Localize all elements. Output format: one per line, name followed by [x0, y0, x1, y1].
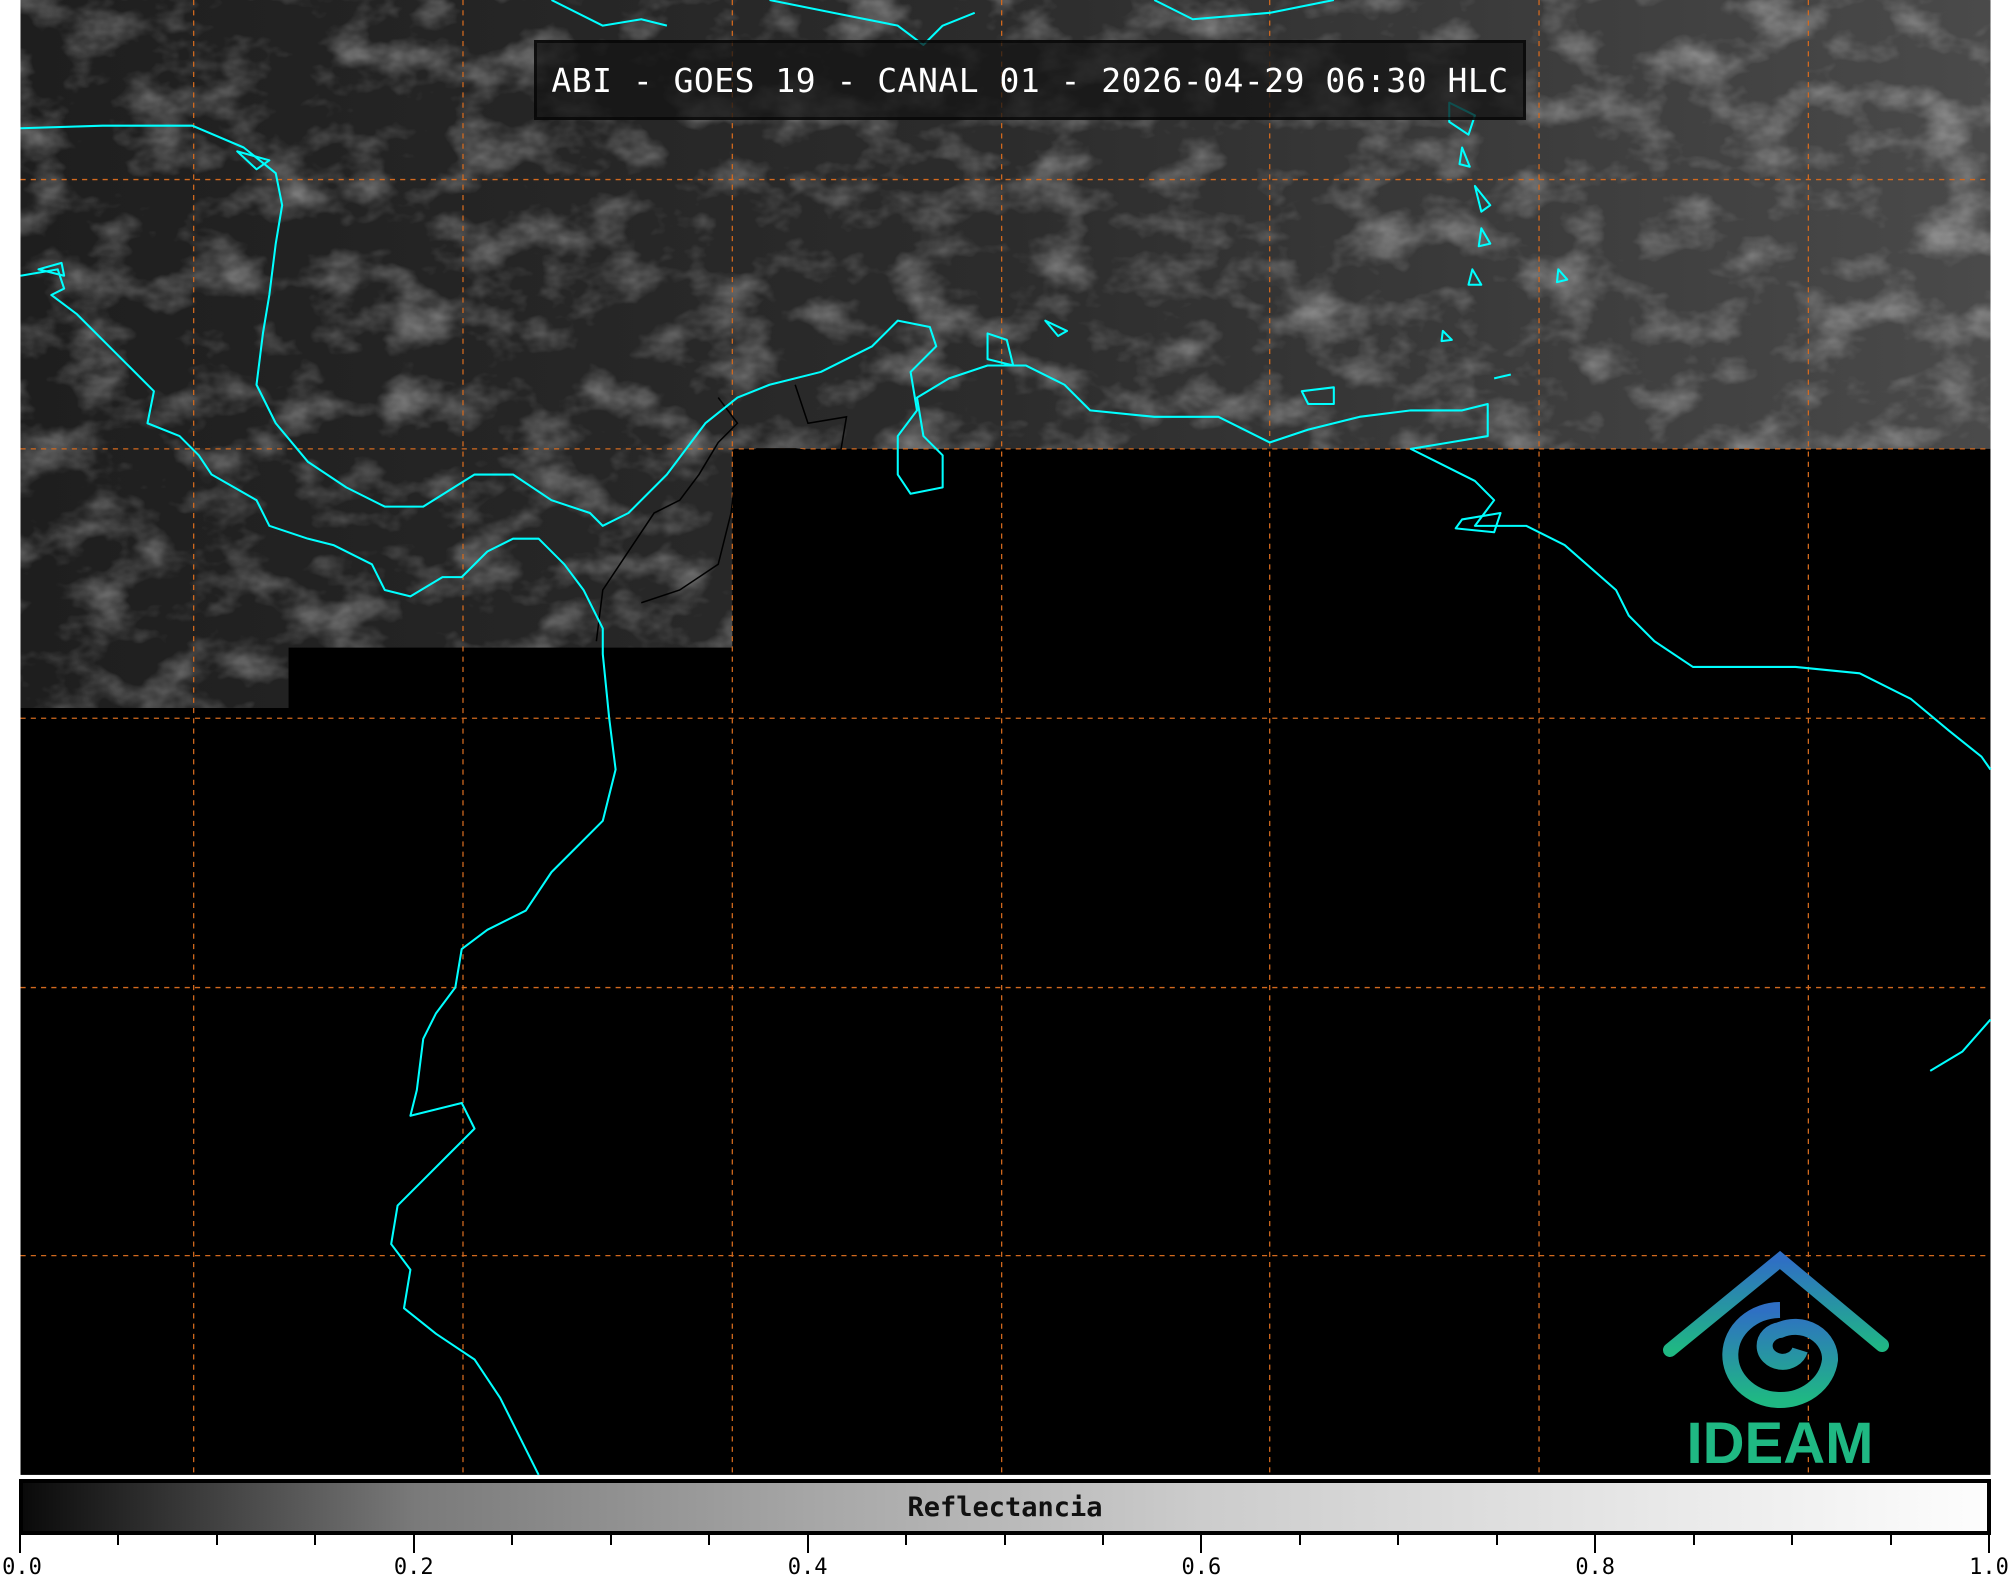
- image-title-box: ABI - GOES 19 - CANAL 01 - 2026-04-29 06…: [534, 40, 1526, 120]
- minor-tick: [314, 1535, 317, 1545]
- ideam-logo: IDEAM: [1660, 1250, 1900, 1476]
- minor-tick: [1791, 1535, 1794, 1545]
- country-borders: [595, 384, 848, 642]
- minor-tick: [1397, 1535, 1400, 1545]
- image-title: ABI - GOES 19 - CANAL 01 - 2026-04-29 06…: [551, 60, 1509, 100]
- minor-tick: [1889, 1535, 1892, 1545]
- tick-label: 0.0: [2, 1555, 42, 1577]
- ideam-logo-icon: [1663, 1250, 1889, 1408]
- minor-tick: [1495, 1535, 1498, 1545]
- major-tick: [806, 1535, 809, 1553]
- colorbar-label: Reflectancia: [907, 1491, 1103, 1523]
- minor-tick: [117, 1535, 120, 1545]
- major-tick: [1200, 1535, 1203, 1553]
- tick-label: 0.2: [393, 1555, 434, 1577]
- major-tick: [19, 1535, 21, 1553]
- colorbar-ticks: 0.0 0.2 0.4 0.6 0.8 1.0: [0, 1535, 2011, 1577]
- minor-tick: [215, 1535, 218, 1545]
- minor-tick: [708, 1535, 711, 1545]
- tick-label: 0.8: [1575, 1555, 1616, 1577]
- minor-tick: [609, 1535, 612, 1545]
- major-tick: [1988, 1535, 1990, 1553]
- major-tick: [412, 1535, 415, 1553]
- minor-tick: [1298, 1535, 1301, 1545]
- minor-tick: [511, 1535, 514, 1545]
- minor-tick: [1692, 1535, 1695, 1545]
- coastlines: [20, 0, 1992, 1476]
- grid-lines: [20, 0, 1991, 1475]
- minor-tick: [905, 1535, 908, 1545]
- major-tick: [1594, 1535, 1597, 1553]
- minor-tick: [1003, 1535, 1006, 1545]
- ideam-logo-text: IDEAM: [1686, 1411, 1874, 1476]
- tick-label: 0.4: [787, 1555, 828, 1577]
- tick-label: 0.6: [1181, 1555, 1222, 1577]
- colorbar: Reflectancia: [19, 1479, 1991, 1535]
- minor-tick: [1101, 1535, 1104, 1545]
- tick-label: 1.0: [1969, 1555, 2009, 1577]
